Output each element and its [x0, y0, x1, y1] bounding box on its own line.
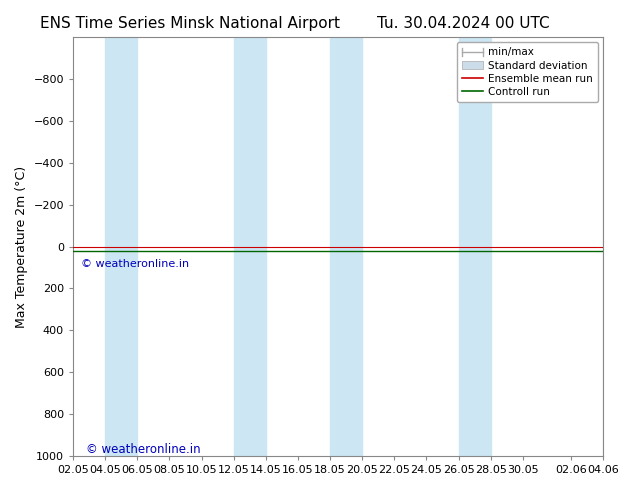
Text: © weatheronline.in: © weatheronline.in — [86, 443, 201, 456]
Text: Tu. 30.04.2024 00 UTC: Tu. 30.04.2024 00 UTC — [377, 16, 549, 31]
Bar — [603, 37, 634, 456]
Bar — [458, 37, 491, 456]
Text: ENS Time Series Minsk National Airport: ENS Time Series Minsk National Airport — [40, 16, 340, 31]
Bar — [234, 37, 266, 456]
Y-axis label: Max Temperature 2m (°C): Max Temperature 2m (°C) — [15, 166, 28, 328]
Text: © weatheronline.in: © weatheronline.in — [81, 259, 189, 269]
Bar — [105, 37, 138, 456]
Legend: min/max, Standard deviation, Ensemble mean run, Controll run: min/max, Standard deviation, Ensemble me… — [456, 42, 598, 102]
Bar — [330, 37, 362, 456]
